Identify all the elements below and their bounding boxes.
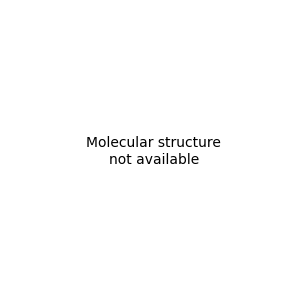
Text: Molecular structure
not available: Molecular structure not available: [86, 136, 221, 166]
